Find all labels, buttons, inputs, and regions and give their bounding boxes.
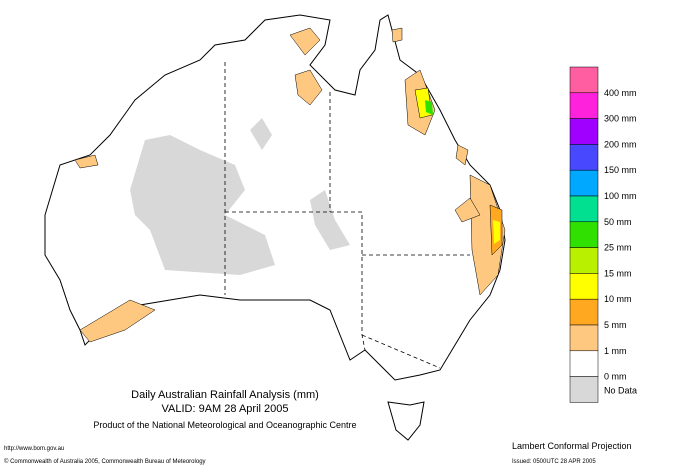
rain-area (469, 174, 506, 296)
legend-swatch (569, 247, 599, 274)
legend: 400 mm 300 mm 200 mm 150 mm 100 mm 50 mm 25 mm… (569, 66, 637, 403)
legend-label: 150 mm (604, 165, 637, 175)
tasmania (387, 401, 425, 441)
legend-swatch (569, 324, 599, 352)
legend-label: 25 mm (604, 243, 632, 253)
legend-label: 300 mm (604, 114, 637, 124)
legend-swatch (569, 118, 599, 145)
rain-areas (74, 27, 506, 343)
no-data (250, 118, 272, 150)
legend-label: 5 mm (604, 320, 627, 330)
legend-label: 0 mm (604, 372, 627, 382)
legend-swatch (569, 298, 599, 326)
legend-swatch (569, 169, 599, 197)
issued: Issued: 0500UTC 28 APR 2005 (512, 459, 596, 465)
legend-swatch (569, 350, 599, 377)
legend-swatch (569, 92, 599, 119)
legend-label: 1 mm (604, 346, 627, 356)
legend-label: 400 mm (604, 88, 637, 98)
rain-area (455, 144, 469, 166)
legend-swatch (569, 66, 599, 94)
legend-swatch (569, 273, 599, 300)
copyright: © Commonwealth of Australia 2005, Common… (4, 458, 206, 465)
rain-area (294, 69, 323, 106)
mainland (44, 14, 506, 381)
title: Daily Australian Rainfall Analysis (mm) (131, 389, 319, 401)
no-data (130, 135, 275, 275)
legend-label: 100 mm (604, 191, 637, 201)
rain-area (79, 299, 156, 343)
product: Product of the National Meteorological a… (93, 420, 356, 430)
legend-label: No Data (604, 386, 637, 396)
valid-time: VALID: 9AM 28 April 2005 (162, 403, 289, 415)
legend-swatch (569, 144, 599, 171)
legend-label: 10 mm (604, 294, 632, 304)
rain-area (391, 27, 403, 43)
heavy-rain (414, 87, 503, 256)
legend-label: 200 mm (604, 139, 637, 149)
no-data (310, 190, 350, 250)
state-border (225, 211, 366, 351)
legend-label: 15 mm (604, 268, 632, 278)
url: http://www.bom.gov.au (4, 446, 64, 452)
legend-swatch (569, 221, 599, 248)
rain-area (493, 220, 500, 244)
projection: Lambert Conformal Projection (512, 441, 632, 451)
no-data-areas (130, 118, 350, 275)
legend-swatch (569, 376, 599, 403)
rain-area (289, 27, 321, 56)
state-border (361, 334, 441, 369)
state-borders (224, 62, 470, 369)
rain-area (425, 100, 433, 115)
rain-area (74, 154, 99, 169)
legend-swatch (569, 195, 599, 223)
rain-area (454, 197, 481, 223)
legend-label: 50 mm (604, 217, 632, 227)
